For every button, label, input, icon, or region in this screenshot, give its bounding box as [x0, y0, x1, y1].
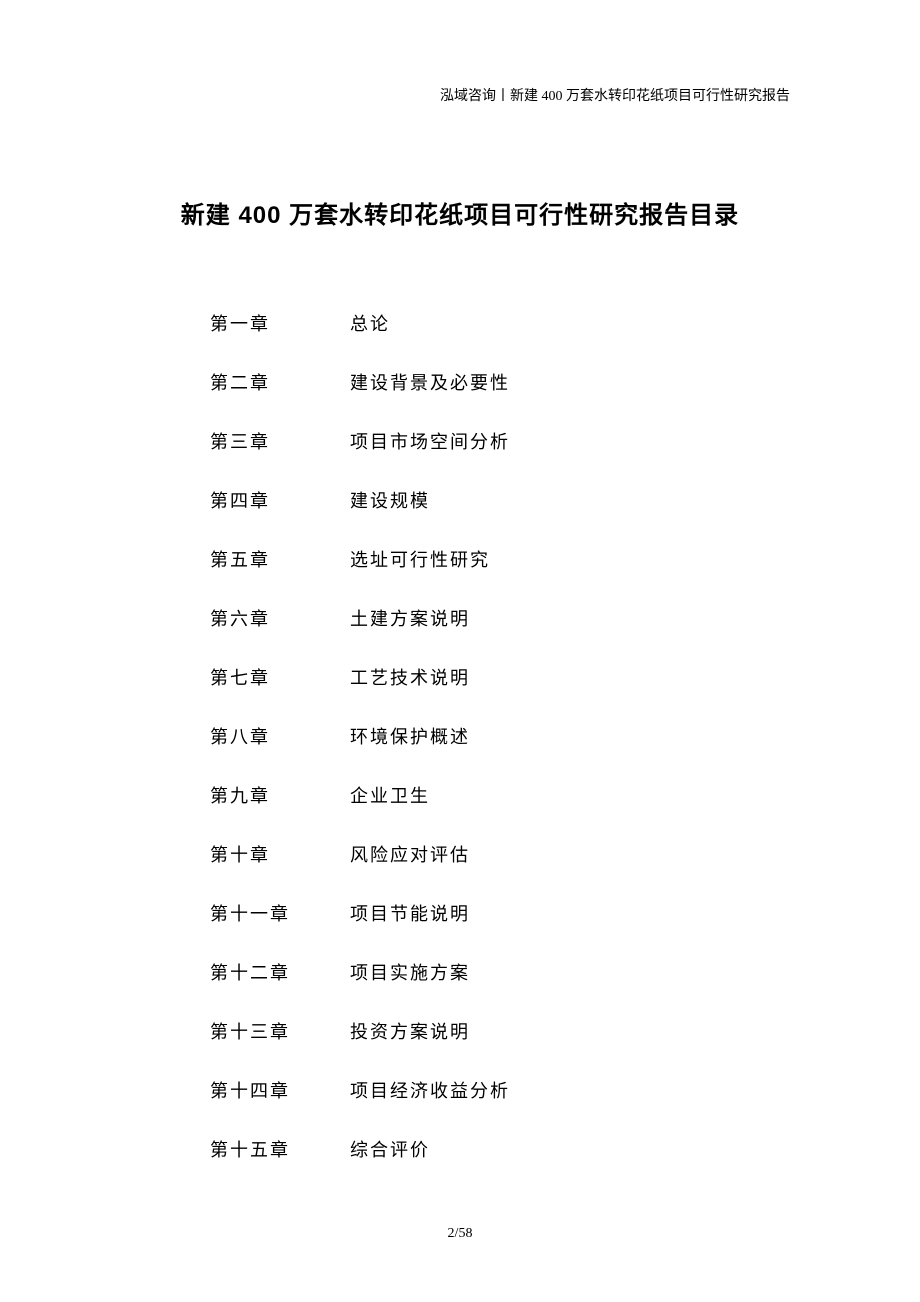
- toc-item: 第十章 风险应对评估: [210, 841, 790, 867]
- toc-chapter-name: 企业卫生: [350, 782, 430, 808]
- toc-item: 第九章 企业卫生: [210, 782, 790, 808]
- toc-chapter-name: 项目经济收益分析: [350, 1077, 510, 1103]
- toc-chapter-label: 第九章: [210, 782, 350, 808]
- toc-chapter-label: 第五章: [210, 546, 350, 572]
- toc-item: 第四章 建设规模: [210, 487, 790, 513]
- toc-item: 第十四章 项目经济收益分析: [210, 1077, 790, 1103]
- toc-item: 第十一章 项目节能说明: [210, 900, 790, 926]
- toc-chapter-label: 第十五章: [210, 1136, 350, 1162]
- toc-chapter-label: 第六章: [210, 605, 350, 631]
- document-page: 泓域咨询丨新建 400 万套水转印花纸项目可行性研究报告 新建 400 万套水转…: [0, 0, 920, 1302]
- document-title: 新建 400 万套水转印花纸项目可行性研究报告目录: [130, 195, 790, 230]
- toc-item: 第五章 选址可行性研究: [210, 546, 790, 572]
- toc-chapter-name: 土建方案说明: [350, 605, 470, 631]
- toc-chapter-label: 第八章: [210, 723, 350, 749]
- toc-chapter-name: 综合评价: [350, 1136, 430, 1162]
- toc-item: 第三章 项目市场空间分析: [210, 428, 790, 454]
- toc-chapter-label: 第十一章: [210, 900, 350, 926]
- toc-chapter-label: 第三章: [210, 428, 350, 454]
- toc-chapter-name: 风险应对评估: [350, 841, 470, 867]
- toc-chapter-name: 工艺技术说明: [350, 664, 470, 690]
- toc-chapter-name: 项目实施方案: [350, 959, 470, 985]
- toc-chapter-name: 建设背景及必要性: [350, 369, 510, 395]
- toc-item: 第二章 建设背景及必要性: [210, 369, 790, 395]
- toc-item: 第六章 土建方案说明: [210, 605, 790, 631]
- toc-chapter-name: 项目节能说明: [350, 900, 470, 926]
- toc-chapter-name: 环境保护概述: [350, 723, 470, 749]
- table-of-contents: 第一章 总论 第二章 建设背景及必要性 第三章 项目市场空间分析 第四章 建设规…: [130, 310, 790, 1162]
- toc-chapter-label: 第二章: [210, 369, 350, 395]
- toc-chapter-label: 第十二章: [210, 959, 350, 985]
- toc-item: 第十五章 综合评价: [210, 1136, 790, 1162]
- toc-item: 第七章 工艺技术说明: [210, 664, 790, 690]
- toc-item: 第十三章 投资方案说明: [210, 1018, 790, 1044]
- toc-chapter-label: 第十三章: [210, 1018, 350, 1044]
- toc-chapter-name: 项目市场空间分析: [350, 428, 510, 454]
- toc-chapter-name: 投资方案说明: [350, 1018, 470, 1044]
- toc-item: 第八章 环境保护概述: [210, 723, 790, 749]
- toc-chapter-name: 选址可行性研究: [350, 546, 490, 572]
- toc-chapter-label: 第七章: [210, 664, 350, 690]
- toc-chapter-name: 建设规模: [350, 487, 430, 513]
- toc-item: 第十二章 项目实施方案: [210, 959, 790, 985]
- toc-chapter-label: 第十四章: [210, 1077, 350, 1103]
- toc-chapter-label: 第十章: [210, 841, 350, 867]
- page-header: 泓域咨询丨新建 400 万套水转印花纸项目可行性研究报告: [130, 85, 790, 105]
- toc-item: 第一章 总论: [210, 310, 790, 336]
- header-text: 泓域咨询丨新建 400 万套水转印花纸项目可行性研究报告: [440, 89, 790, 104]
- toc-chapter-label: 第一章: [210, 310, 350, 336]
- page-number: 2/58: [448, 1226, 473, 1242]
- toc-chapter-label: 第四章: [210, 487, 350, 513]
- toc-chapter-name: 总论: [350, 310, 390, 336]
